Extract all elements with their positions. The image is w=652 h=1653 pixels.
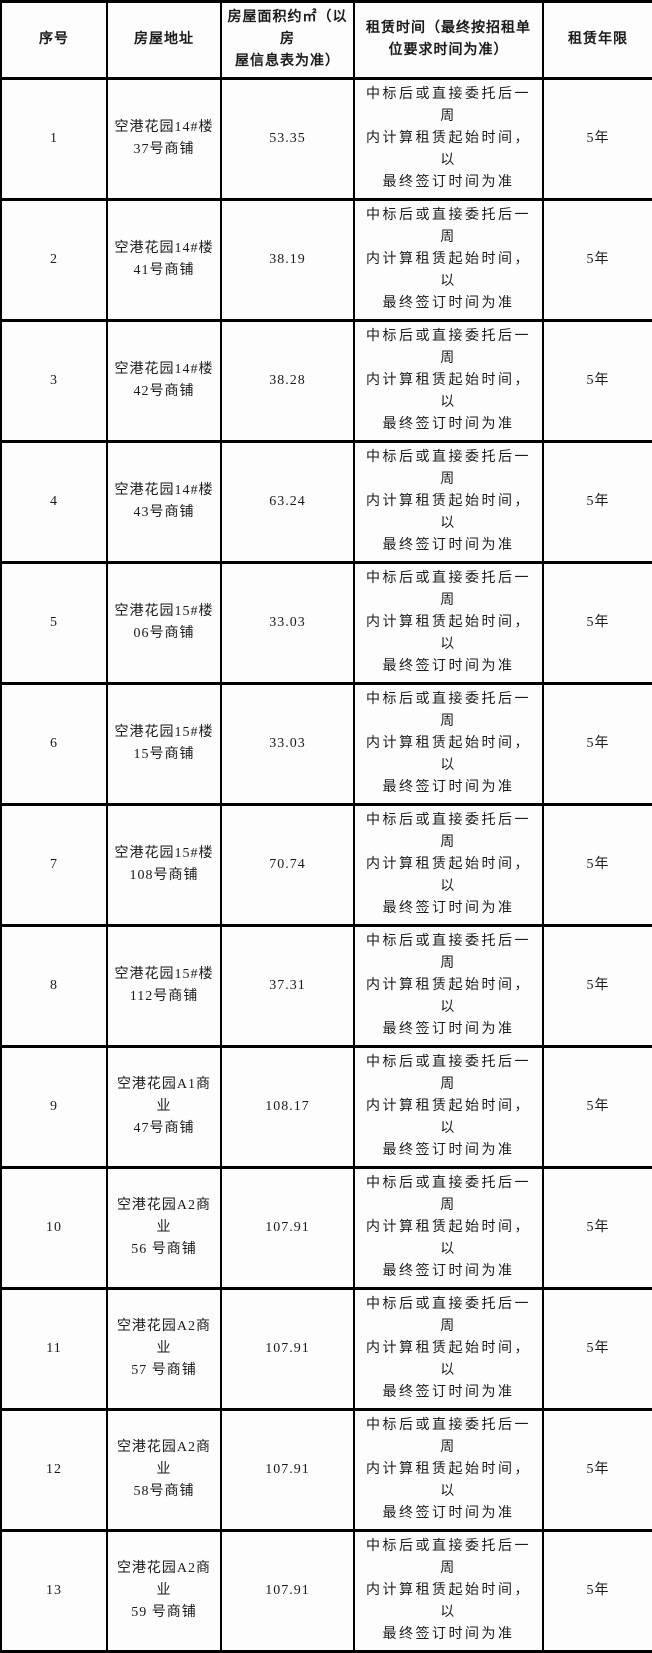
cell-house-address: 空港花园14#楼 42号商铺 xyxy=(106,319,222,443)
header-house-area: 房屋面积约㎡（以房 屋信息表为准） xyxy=(220,0,355,80)
cell-serial-number: 5 xyxy=(0,561,108,685)
cell-house-area: 107.91 xyxy=(220,1166,355,1290)
cell-house-area: 107.91 xyxy=(220,1408,355,1532)
cell-house-area: 63.24 xyxy=(220,440,355,564)
cell-house-address: 空港花园A2商业 56 号商铺 xyxy=(106,1166,222,1290)
cell-serial-number: 10 xyxy=(0,1166,108,1290)
table-row: 10 空港花园A2商业 56 号商铺 107.91 中标后或直接委托后一周 内计… xyxy=(0,1166,652,1290)
cell-house-address: 空港花园15#楼 112号商铺 xyxy=(106,924,222,1048)
cell-lease-term: 5年 xyxy=(542,198,652,322)
cell-house-area: 33.03 xyxy=(220,561,355,685)
cell-house-area: 107.91 xyxy=(220,1287,355,1411)
cell-lease-time: 中标后或直接委托后一周 内计算租赁起始时间，以 最终签订时间为准 xyxy=(353,803,544,927)
table-row: 11 空港花园A2商业 57 号商铺 107.91 中标后或直接委托后一周 内计… xyxy=(0,1287,652,1411)
cell-lease-term: 5年 xyxy=(542,77,652,201)
cell-house-area: 108.17 xyxy=(220,1045,355,1169)
table-row: 1 空港花园14#楼 37号商铺 53.35 中标后或直接委托后一周 内计算租赁… xyxy=(0,77,652,201)
cell-house-area: 38.28 xyxy=(220,319,355,443)
cell-lease-term: 5年 xyxy=(542,1529,652,1653)
cell-lease-time: 中标后或直接委托后一周 内计算租赁起始时间，以 最终签订时间为准 xyxy=(353,440,544,564)
cell-house-address: 空港花园A2商业 59 号商铺 xyxy=(106,1529,222,1653)
cell-house-address: 空港花园A2商业 58号商铺 xyxy=(106,1408,222,1532)
cell-serial-number: 13 xyxy=(0,1529,108,1653)
table-row: 3 空港花园14#楼 42号商铺 38.28 中标后或直接委托后一周 内计算租赁… xyxy=(0,319,652,443)
cell-serial-number: 8 xyxy=(0,924,108,1048)
header-serial-number: 序号 xyxy=(0,0,108,80)
table-row: 6 空港花园15#楼 15号商铺 33.03 中标后或直接委托后一周 内计算租赁… xyxy=(0,682,652,806)
cell-lease-time: 中标后或直接委托后一周 内计算租赁起始时间，以 最终签订时间为准 xyxy=(353,682,544,806)
cell-serial-number: 4 xyxy=(0,440,108,564)
cell-lease-term: 5年 xyxy=(542,1287,652,1411)
cell-serial-number: 1 xyxy=(0,77,108,201)
cell-house-address: 空港花园14#楼 41号商铺 xyxy=(106,198,222,322)
cell-house-address: 空港花园14#楼 43号商铺 xyxy=(106,440,222,564)
table-body: 1 空港花园14#楼 37号商铺 53.35 中标后或直接委托后一周 内计算租赁… xyxy=(0,77,652,1653)
cell-house-area: 53.35 xyxy=(220,77,355,201)
table-row: 4 空港花园14#楼 43号商铺 63.24 中标后或直接委托后一周 内计算租赁… xyxy=(0,440,652,564)
table-header: 序号 房屋地址 房屋面积约㎡（以房 屋信息表为准） 租赁时间（最终按招租单 位要… xyxy=(0,0,652,80)
cell-lease-time: 中标后或直接委托后一周 内计算租赁起始时间，以 最终签订时间为准 xyxy=(353,77,544,201)
cell-lease-time: 中标后或直接委托后一周 内计算租赁起始时间，以 最终签订时间为准 xyxy=(353,198,544,322)
cell-lease-time: 中标后或直接委托后一周 内计算租赁起始时间，以 最终签订时间为准 xyxy=(353,319,544,443)
table-row: 5 空港花园15#楼 06号商铺 33.03 中标后或直接委托后一周 内计算租赁… xyxy=(0,561,652,685)
cell-lease-term: 5年 xyxy=(542,803,652,927)
cell-lease-term: 5年 xyxy=(542,924,652,1048)
cell-lease-time: 中标后或直接委托后一周 内计算租赁起始时间，以 最终签订时间为准 xyxy=(353,1408,544,1532)
cell-lease-term: 5年 xyxy=(542,1408,652,1532)
cell-lease-time: 中标后或直接委托后一周 内计算租赁起始时间，以 最终签订时间为准 xyxy=(353,1287,544,1411)
cell-lease-term: 5年 xyxy=(542,440,652,564)
cell-house-address: 空港花园15#楼 06号商铺 xyxy=(106,561,222,685)
cell-house-area: 38.19 xyxy=(220,198,355,322)
cell-serial-number: 11 xyxy=(0,1287,108,1411)
header-row: 序号 房屋地址 房屋面积约㎡（以房 屋信息表为准） 租赁时间（最终按招租单 位要… xyxy=(0,0,652,80)
cell-lease-time: 中标后或直接委托后一周 内计算租赁起始时间，以 最终签订时间为准 xyxy=(353,924,544,1048)
cell-serial-number: 9 xyxy=(0,1045,108,1169)
cell-serial-number: 2 xyxy=(0,198,108,322)
cell-house-area: 107.91 xyxy=(220,1529,355,1653)
cell-lease-time: 中标后或直接委托后一周 内计算租赁起始时间，以 最终签订时间为准 xyxy=(353,561,544,685)
table-row: 12 空港花园A2商业 58号商铺 107.91 中标后或直接委托后一周 内计算… xyxy=(0,1408,652,1532)
table-row: 8 空港花园15#楼 112号商铺 37.31 中标后或直接委托后一周 内计算租… xyxy=(0,924,652,1048)
header-lease-term: 租赁年限 xyxy=(542,0,652,80)
cell-house-address: 空港花园15#楼 108号商铺 xyxy=(106,803,222,927)
cell-serial-number: 7 xyxy=(0,803,108,927)
cell-house-address: 空港花园15#楼 15号商铺 xyxy=(106,682,222,806)
cell-lease-term: 5年 xyxy=(542,1045,652,1169)
table-row: 7 空港花园15#楼 108号商铺 70.74 中标后或直接委托后一周 内计算租… xyxy=(0,803,652,927)
cell-lease-time: 中标后或直接委托后一周 内计算租赁起始时间，以 最终签订时间为准 xyxy=(353,1529,544,1653)
cell-lease-term: 5年 xyxy=(542,682,652,806)
cell-house-address: 空港花园A2商业 57 号商铺 xyxy=(106,1287,222,1411)
table-row: 9 空港花园A1商业 47号商铺 108.17 中标后或直接委托后一周 内计算租… xyxy=(0,1045,652,1169)
cell-lease-time: 中标后或直接委托后一周 内计算租赁起始时间，以 最终签订时间为准 xyxy=(353,1166,544,1290)
cell-house-address: 空港花园A1商业 47号商铺 xyxy=(106,1045,222,1169)
cell-house-area: 37.31 xyxy=(220,924,355,1048)
cell-lease-term: 5年 xyxy=(542,319,652,443)
table-row: 13 空港花园A2商业 59 号商铺 107.91 中标后或直接委托后一周 内计… xyxy=(0,1529,652,1653)
cell-serial-number: 6 xyxy=(0,682,108,806)
table-row: 2 空港花园14#楼 41号商铺 38.19 中标后或直接委托后一周 内计算租赁… xyxy=(0,198,652,322)
cell-house-area: 70.74 xyxy=(220,803,355,927)
header-house-address: 房屋地址 xyxy=(106,0,222,80)
cell-lease-term: 5年 xyxy=(542,1166,652,1290)
cell-serial-number: 3 xyxy=(0,319,108,443)
cell-house-address: 空港花园14#楼 37号商铺 xyxy=(106,77,222,201)
header-lease-time: 租赁时间（最终按招租单 位要求时间为准） xyxy=(353,0,544,80)
cell-serial-number: 12 xyxy=(0,1408,108,1532)
cell-lease-term: 5年 xyxy=(542,561,652,685)
cell-house-area: 33.03 xyxy=(220,682,355,806)
cell-lease-time: 中标后或直接委托后一周 内计算租赁起始时间，以 最终签订时间为准 xyxy=(353,1045,544,1169)
